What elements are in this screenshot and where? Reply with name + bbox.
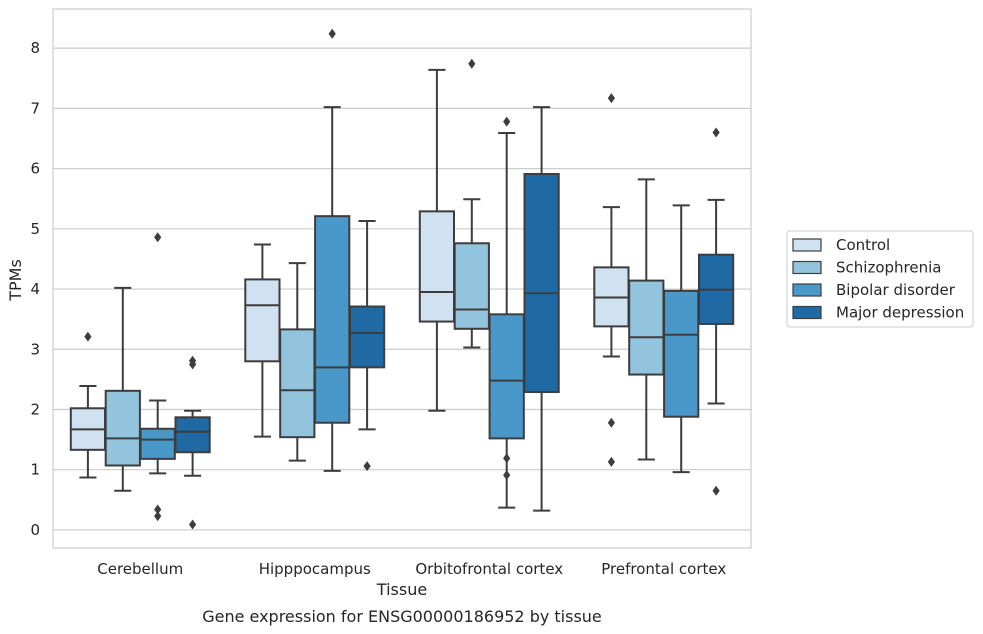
legend-label: Schizophrenia	[836, 259, 941, 277]
outlier-point	[328, 28, 336, 39]
box-group	[139, 232, 176, 522]
box-group	[174, 355, 211, 530]
box	[174, 416, 211, 454]
y-axis-title: TPMs	[6, 259, 25, 302]
legend-label: Bipolar disorder	[836, 281, 956, 299]
outlier-point	[607, 456, 615, 467]
box	[488, 313, 525, 440]
outlier-point	[189, 519, 197, 530]
box-group	[593, 93, 630, 467]
x-axis-title: Tissue	[376, 580, 427, 599]
box-group	[418, 68, 456, 412]
box	[628, 279, 665, 376]
box-group	[523, 106, 560, 512]
y-tick-label: 3	[30, 340, 40, 358]
box-groups	[69, 28, 735, 530]
legend-label: Major depression	[836, 304, 964, 322]
box-group	[314, 28, 351, 472]
box	[348, 305, 386, 369]
gridlines	[53, 47, 751, 531]
legend-swatch	[792, 305, 822, 320]
y-tick-label: 0	[30, 521, 40, 539]
x-axis-ticks: Cerebellum Hipppocampus Orbitofrontal cort…	[97, 560, 726, 578]
box	[104, 389, 141, 467]
plot-area	[52, 8, 752, 549]
box-group	[104, 286, 141, 492]
x-tick-label: Hipppocampus	[259, 560, 371, 578]
x-tick-label: Orbitofrontal cortex	[415, 560, 563, 578]
legend-label: Control	[836, 236, 890, 254]
outlier-point	[503, 116, 511, 127]
outlier-point	[607, 417, 615, 428]
legend-swatch	[792, 238, 822, 252]
x-tick-label: Prefrontal cortex	[601, 560, 726, 578]
y-tick-label: 6	[30, 160, 40, 178]
x-tick-label: Cerebellum	[97, 560, 183, 578]
box	[663, 289, 700, 418]
legend-frame	[786, 230, 974, 328]
outlier-point	[189, 359, 197, 370]
outlier-point	[468, 58, 476, 69]
legend-swatch	[792, 260, 822, 275]
outlier-point	[154, 232, 162, 243]
outlier-point	[154, 511, 162, 522]
y-tick-label: 1	[30, 461, 40, 479]
box-group	[663, 204, 700, 474]
outlier-point	[503, 470, 511, 481]
box	[453, 242, 490, 330]
outlier-point	[84, 331, 92, 342]
box-group	[244, 243, 281, 438]
y-axis-ticks: 0 1 2 3 4 5 6 7 8	[30, 39, 40, 539]
box-group	[279, 262, 316, 462]
box-group	[348, 219, 386, 472]
box	[139, 427, 176, 460]
outlier-point	[712, 127, 720, 138]
box-group	[453, 58, 490, 349]
box	[314, 215, 351, 424]
chart-caption: Gene expression for ENSG00000186952 by t…	[202, 607, 602, 626]
outlier-point	[712, 485, 720, 496]
box	[523, 173, 560, 394]
box-group	[488, 116, 525, 509]
y-tick-label: 8	[30, 39, 40, 57]
outlier-point	[503, 453, 511, 464]
box-group	[697, 127, 735, 496]
y-tick-label: 5	[30, 220, 40, 238]
legend-swatch	[792, 283, 822, 297]
legend: Control Schizophrenia Bipolar disorder Majo…	[786, 230, 974, 328]
box-group	[69, 331, 107, 479]
box	[279, 328, 316, 439]
outlier-point	[607, 93, 615, 104]
outlier-point	[363, 461, 371, 472]
box	[418, 210, 456, 323]
outlier-point	[154, 504, 162, 515]
y-tick-label: 4	[30, 280, 40, 298]
y-tick-label: 7	[30, 99, 40, 117]
y-tick-label: 2	[30, 400, 40, 418]
box-group	[628, 178, 665, 461]
box	[244, 278, 281, 363]
